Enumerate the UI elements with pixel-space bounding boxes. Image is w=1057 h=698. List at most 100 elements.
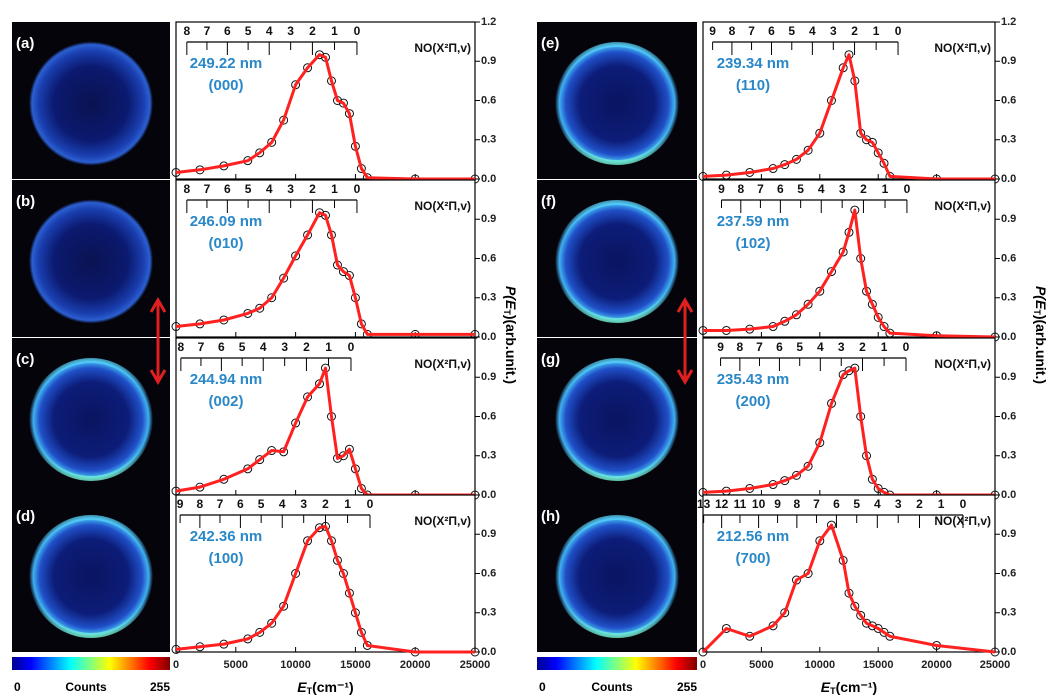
comb-label: 4 [818,182,825,196]
plot-frame [175,179,476,338]
colorbar-label: Counts [591,680,633,694]
data-point [815,286,825,296]
comb-label: 5 [797,182,804,196]
data-point [856,610,866,620]
text-part: T [307,686,313,696]
x-tick-label: 20000 [921,659,952,671]
data-point [255,455,265,465]
y-tick-label: 0.6 [1001,567,1016,579]
comb-label: 3 [287,24,294,38]
y-tick-label: 0.3 [1001,134,1016,146]
data-point [255,303,265,313]
y-tick-label: 0.3 [1001,607,1016,619]
data-point [267,137,277,147]
panel-label: (h) [541,508,560,525]
text-part: )(arb.unit.) [1033,315,1049,384]
colorbar [12,657,170,670]
comb-label: 4 [874,497,881,511]
data-point [844,366,854,376]
data-point [803,299,813,309]
colorbar-max: 255 [150,680,170,694]
data-point [303,230,313,240]
wavelength: 237.59 nm [717,213,790,230]
y-tick-label: 0.9 [1001,55,1016,67]
comb-label: 2 [851,24,858,38]
x-tick-label: 25000 [980,659,1011,671]
comb-label: 3 [300,497,307,511]
comb-label: 8 [729,24,736,38]
data-point [803,461,813,471]
text-part: P(E [503,286,519,310]
comb-title: NO(X²Π,v) [414,41,471,55]
x-axis-label: ET(cm⁻¹) [821,679,877,697]
y-tick-label: 0.3 [481,292,496,304]
comb-label: 4 [809,24,816,38]
fit-line [703,208,996,339]
state: (200) [735,393,770,410]
comb-label: 5 [245,182,252,196]
comb-label: 9 [717,340,724,354]
fit-line [175,366,475,497]
y-tick-label: 0.0 [481,489,496,501]
image-glow [29,358,153,481]
y-tick-label: 0.3 [481,450,496,462]
data-point [867,299,877,309]
y-tick-label: 0.0 [1001,331,1016,343]
plot-frame [702,179,996,338]
y-tick-label: 0.0 [481,331,496,343]
data-point [850,601,860,611]
x-tick-label: 20000 [400,659,431,671]
comb-title: NO(X²Π,v) [934,514,991,528]
data-point [291,251,301,261]
comb-label: 2 [322,497,329,511]
data-point [338,451,348,461]
panel-label: (a) [16,35,34,52]
comb-label: 5 [796,340,803,354]
x-tick-label: 0 [700,659,706,671]
y-axis-label: P(ET)(arb.unit.) [502,286,520,384]
y-tick-label: 0.0 [1001,173,1016,185]
state: (110) [736,77,770,94]
data-point [243,464,253,474]
y-tick-label: 0.0 [481,173,496,185]
comb-label: 5 [258,497,265,511]
colorbar-max: 255 [677,680,697,694]
comb-label: 2 [309,182,316,196]
data-point [338,98,348,108]
comb-label: 7 [217,497,224,511]
comb-label: 5 [853,497,860,511]
comb-label: 1 [344,497,351,511]
data-point [791,470,801,480]
velocity-image [555,514,679,639]
y-tick-label: 0.9 [481,371,496,383]
plot-frame [702,337,996,496]
colorbar-min: 0 [539,680,546,694]
comb-label: 6 [777,182,784,196]
comb-label: 5 [239,340,246,354]
arrow [676,297,694,385]
velocity-image [29,199,153,324]
x-tick-label: 10000 [280,659,311,671]
comb-label: 0 [348,340,355,354]
comb-label: 6 [224,182,231,196]
wavelength: 212.56 nm [717,528,790,545]
y-axis-label: P(ET)(arb.unit.) [1032,286,1050,384]
comb-label: 4 [266,182,273,196]
data-point [862,618,872,628]
image-glow [29,515,153,638]
y-tick-label: 1.2 [1001,16,1016,28]
state: (010) [208,235,243,252]
velocity-image [555,199,679,324]
comb-label: 7 [757,182,764,196]
wavelength: 246.09 nm [190,213,263,230]
colorbar [537,657,697,670]
comb-label: 6 [768,24,775,38]
comb-title: NO(X²Π,v) [414,357,471,371]
y-tick-label: 0.6 [481,567,496,579]
comb-label: 3 [895,497,902,511]
text-part: E [821,679,831,695]
comb-label: 1 [938,497,945,511]
fit-line [702,366,995,497]
comb-title: NO(X²Π,v) [414,199,471,213]
data-point [315,208,325,218]
